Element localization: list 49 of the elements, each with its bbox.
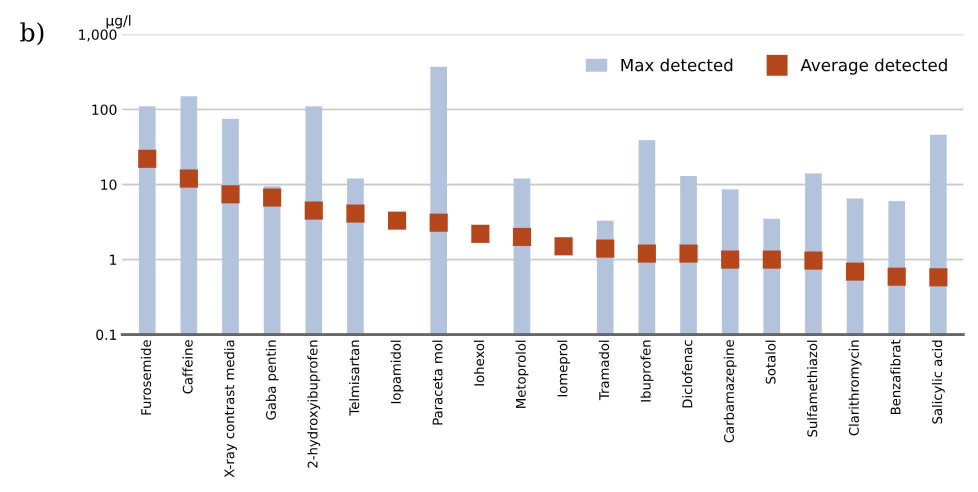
point [304,201,323,220]
point [512,228,532,246]
text: b) [20,22,44,46]
x-tick-label: Iohexol [474,340,484,386]
point [221,185,240,204]
x-tick-label: Caffeine [182,340,193,394]
x-tick-label: Metoprolol [516,340,528,408]
point [596,240,614,258]
point [762,250,781,269]
y-axis-title: µg/l [106,14,130,28]
x-tick-label: Iomeprol [557,340,570,396]
x-tick-label: Telmisartan [349,340,360,416]
point [846,262,864,281]
point [430,214,448,232]
x-tick-label: Sotalol [765,340,776,384]
point [180,170,198,188]
legend-label: Average detected [800,58,947,75]
x-tick-label: Furosemide [140,340,152,415]
x-tick-label: Salicylic acid [932,340,945,424]
point [388,212,406,230]
point [721,250,740,269]
point [638,244,656,263]
x-tick-label: Carbamazepine [724,340,737,442]
point [138,150,156,168]
point [679,244,698,263]
point [471,224,490,243]
y-tick-label: 10 [101,179,116,190]
y-tick-label: 0.1 [96,330,116,340]
x-tick-label: Tramadol [598,340,610,400]
x-tick-label: Clarithromycin [848,340,862,436]
point [554,237,573,256]
point [888,268,906,286]
x-tick-label: X-ray contrast media [224,340,237,478]
point [804,251,822,270]
x-tick-label: Diclofenac [682,340,692,408]
x-tick-label: Paraceta mol [432,340,443,424]
x-tick-label: Iopamidol [390,340,404,404]
x-tick-label: Sulfamethiazol [807,340,818,437]
x-tick-label: Gaba pentin [266,340,279,420]
y-tick-label: 1 [110,254,116,265]
point [346,204,364,223]
y-tick-label: 1,000 [79,29,116,42]
x-tick-label: Benzafibrat [890,340,901,414]
x-tick-label: 2-hydroxyibuprofen [307,340,320,468]
x-tick-label: Ibuprofen [640,340,654,402]
legend-label: Max detected [621,58,732,72]
point [929,268,948,286]
point [263,188,282,207]
y-tick-label: 100 [92,104,116,115]
